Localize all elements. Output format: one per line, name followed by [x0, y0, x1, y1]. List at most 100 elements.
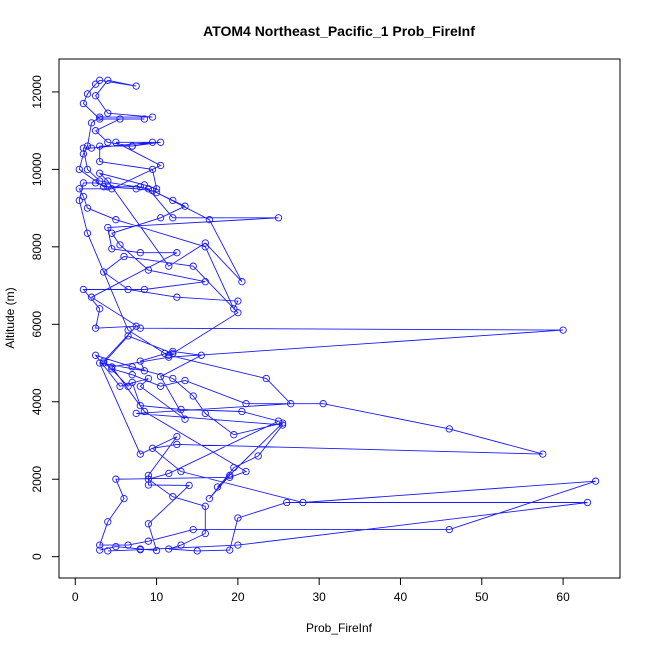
y-axis: 0 2000 4000 6000 8000 10000 12000 [30, 75, 59, 560]
data-point [559, 326, 567, 334]
data-point [177, 467, 185, 476]
data-point [96, 169, 104, 177]
data-point [144, 374, 153, 383]
data-point [144, 475, 153, 483]
y-tick-label: 12000 [30, 75, 44, 109]
data-point [83, 165, 92, 174]
data-point [156, 161, 165, 170]
data-point [116, 382, 124, 390]
data-point [124, 382, 132, 390]
data-point [136, 546, 144, 554]
data-point [201, 502, 209, 510]
data-point [108, 229, 116, 237]
data-point [156, 214, 165, 222]
data-point [132, 322, 140, 330]
data-point [152, 188, 161, 197]
data-point [156, 138, 165, 146]
data-point [201, 243, 209, 251]
data-point [79, 285, 88, 294]
data-point [136, 324, 144, 332]
data-point [91, 92, 100, 100]
data-point [234, 297, 242, 305]
data-point [108, 363, 116, 371]
data-point [254, 452, 262, 460]
data-point [205, 216, 214, 224]
data-point [197, 351, 205, 359]
data-point [79, 99, 88, 108]
data-point [104, 138, 112, 146]
data-point [132, 82, 140, 90]
data-point [173, 249, 181, 257]
data-point [185, 481, 193, 490]
data-point [140, 367, 149, 375]
data-point [100, 268, 108, 276]
data-point [124, 285, 132, 294]
x-axis-label: Prob_FireInf [306, 621, 373, 635]
data-point [100, 183, 108, 191]
data-point [165, 545, 173, 553]
data-point [124, 332, 132, 340]
data-point [87, 119, 96, 127]
data-point [120, 494, 128, 503]
series-layer [75, 76, 600, 555]
data-point [104, 223, 112, 232]
data-point [128, 363, 136, 371]
data-point [96, 142, 104, 150]
data-point [104, 518, 112, 526]
data-point [226, 546, 234, 554]
data-point [104, 109, 112, 117]
data-point [238, 278, 246, 286]
data-point [173, 440, 181, 449]
data-point [181, 376, 189, 385]
data-point [104, 177, 112, 185]
data-point [112, 542, 120, 551]
data-point [91, 351, 100, 359]
data-point [230, 431, 238, 439]
data-point [226, 471, 234, 480]
data-point [136, 183, 144, 191]
data-point [152, 546, 161, 555]
data-point [156, 372, 165, 381]
data-point [173, 293, 181, 301]
data-point [104, 183, 112, 191]
data-point [181, 202, 189, 210]
data-point [108, 185, 116, 193]
data-point [278, 419, 287, 427]
data-point [148, 165, 157, 174]
x-tick-label: 50 [475, 590, 489, 604]
data-point [132, 185, 140, 193]
data-point [140, 115, 149, 123]
data-point [287, 400, 295, 408]
data-point [124, 541, 132, 549]
data-point [120, 252, 128, 261]
data-point [140, 407, 149, 416]
data-point [91, 324, 100, 332]
data-point [100, 359, 108, 367]
data-point [96, 359, 104, 367]
data-point [193, 547, 201, 555]
plot-frame [58, 58, 621, 579]
data-point [96, 541, 104, 549]
data-point [226, 473, 234, 481]
data-point [100, 357, 108, 365]
data-point [136, 450, 144, 458]
x-tick-label: 30 [312, 590, 326, 604]
data-point [144, 537, 153, 545]
data-point [91, 80, 100, 88]
data-point [96, 177, 104, 185]
data-point [96, 115, 104, 123]
data-point [201, 529, 209, 538]
data-point [319, 400, 327, 408]
data-point [96, 157, 104, 166]
data-point [87, 144, 96, 152]
data-point [299, 498, 307, 507]
data-point [140, 181, 149, 189]
data-point [144, 266, 153, 274]
data-point [161, 349, 169, 358]
data-point [189, 262, 197, 270]
data-point [169, 196, 177, 205]
data-point [116, 241, 124, 249]
data-point [124, 326, 132, 334]
x-tick-label: 10 [150, 590, 164, 604]
data-point [234, 541, 242, 549]
